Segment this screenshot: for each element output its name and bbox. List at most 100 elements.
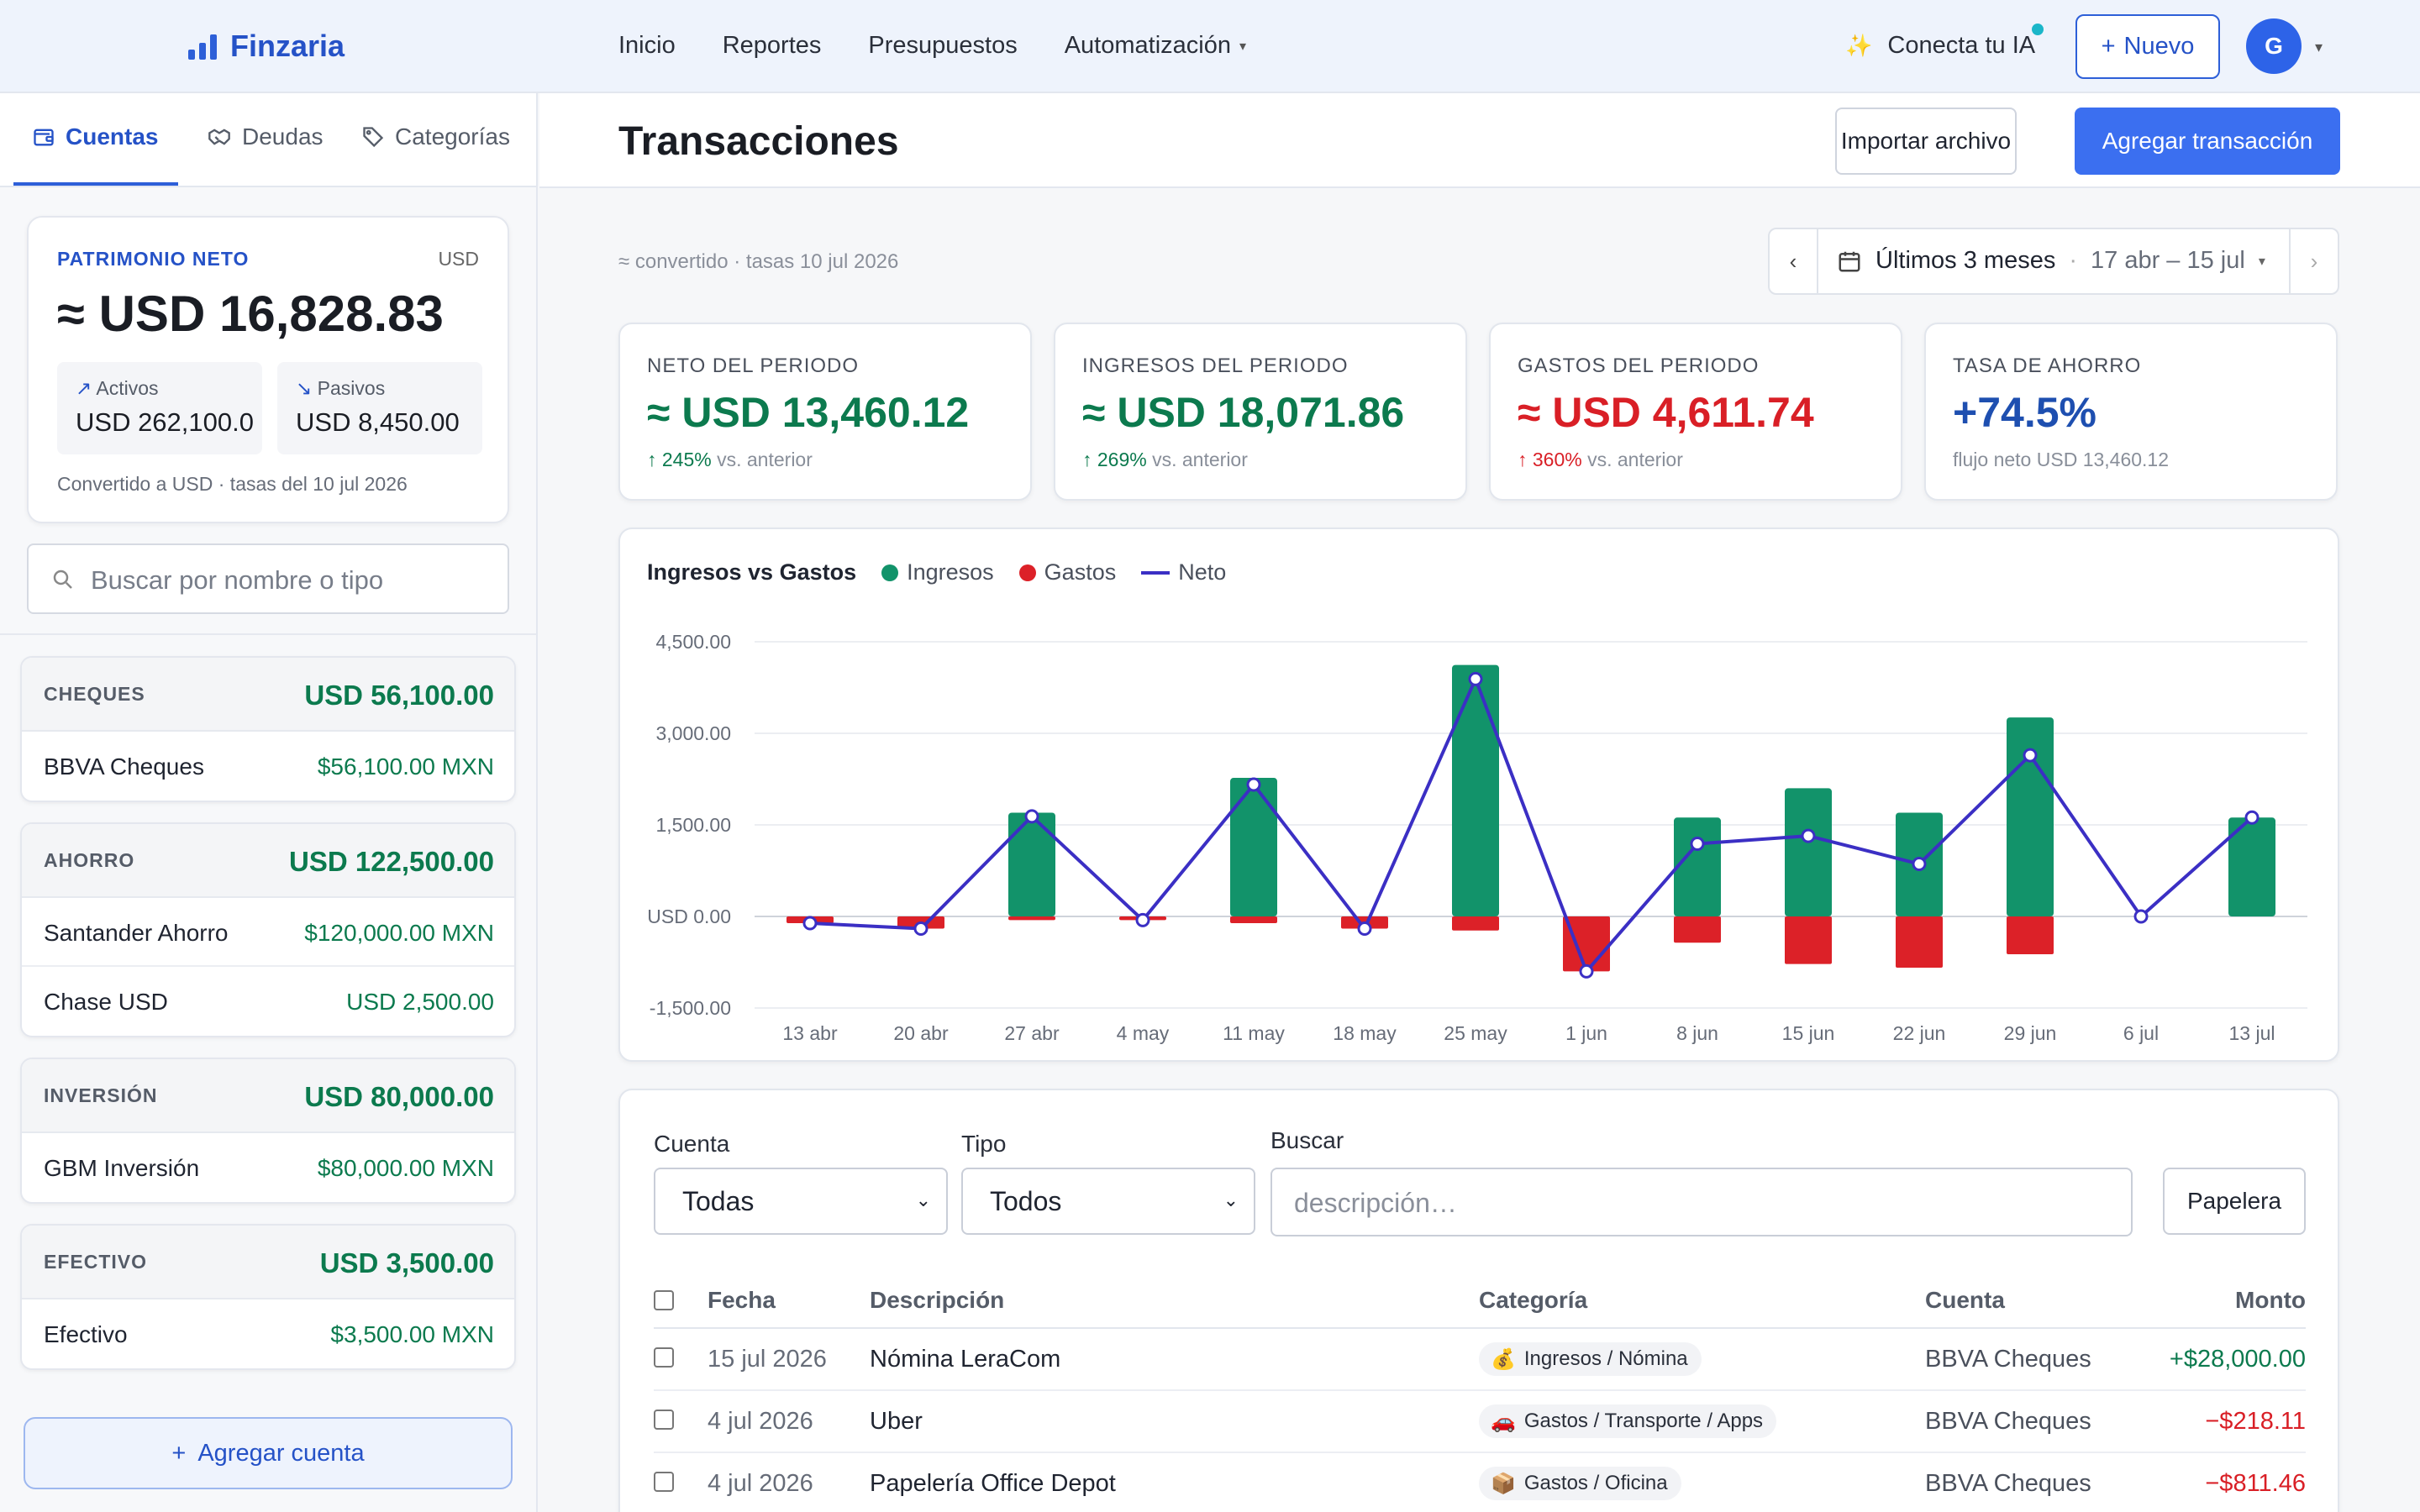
table-row[interactable]: 4 jul 2026 Uber 🚗 Gastos / Transporte / A… — [654, 1391, 2306, 1453]
tab-cuentas[interactable]: Cuentas — [32, 123, 158, 150]
assets-label-wrap: ↗ Activos — [76, 377, 159, 400]
col-fecha[interactable]: Fecha — [708, 1287, 776, 1313]
kpi-value: ≈ USD 4,611.74 — [1518, 389, 1814, 436]
nav-presupuestos[interactable]: Presupuestos — [868, 32, 1018, 59]
group-total: USD 122,500.00 — [288, 846, 494, 877]
kpi-card-ingresos: INGRESOS DEL PERIODO ≈ USD 18,071.86 ↑ 2… — [1054, 323, 1467, 501]
row-checkbox[interactable] — [654, 1347, 674, 1368]
brand[interactable]: Finzaria — [188, 29, 345, 64]
account-row[interactable]: Chase USD USD 2,500.00 — [22, 967, 514, 1036]
account-row[interactable]: Santander Ahorro $120,000.00 MXN — [22, 898, 514, 967]
table-header: Fecha Descripción Categoría Cuenta Monto — [654, 1275, 2306, 1329]
expense-bar — [2007, 916, 2054, 955]
account-name: Chase USD — [44, 989, 168, 1015]
row-description: Nómina LeraCom — [870, 1346, 1061, 1373]
net-point — [1357, 921, 1372, 937]
caret-down-icon: ▾ — [2258, 254, 2265, 269]
connect-ai-label: Conecta tu IA — [1887, 32, 2036, 59]
account-row[interactable]: BBVA Cheques $56,100.00 MXN — [22, 732, 514, 801]
filter-type-label: Tipo — [961, 1131, 1007, 1157]
expense-bar — [1785, 916, 1832, 964]
category-pill[interactable]: 📦 Gastos / Oficina — [1479, 1467, 1681, 1500]
nav-inicio[interactable]: Inicio — [618, 32, 676, 59]
kpi-delta-row: ↑ 245% vs. anterior — [647, 449, 813, 471]
nav-automatizacion[interactable]: Automatización ▾ — [1065, 32, 1246, 60]
account-search-input[interactable]: Buscar por nombre o tipo — [27, 543, 509, 614]
search-icon — [53, 570, 72, 589]
kpi-label: NETO DEL PERIODO — [647, 354, 860, 377]
nav-reportes[interactable]: Reportes — [722, 32, 822, 59]
add-account-button[interactable]: + Agregar cuenta — [24, 1417, 513, 1489]
chevron-left-icon[interactable]: ‹ — [1770, 229, 1818, 293]
add-transaction-button[interactable]: Agregar transacción — [2075, 108, 2340, 175]
handshake-icon — [208, 129, 230, 145]
row-account: BBVA Cheques — [1925, 1408, 2091, 1435]
table-row[interactable]: 15 jul 2026 Nómina LeraCom 💰 Ingresos / N… — [654, 1329, 2306, 1391]
y-tick-label: -1,500.00 — [650, 997, 731, 1019]
kpi-value: ≈ USD 18,071.86 — [1082, 389, 1405, 436]
group-header[interactable]: AHORRO USD 122,500.00 — [22, 824, 514, 898]
row-checkbox[interactable] — [654, 1410, 674, 1430]
select-all-checkbox[interactable] — [654, 1290, 674, 1310]
legend-ingresos[interactable]: Ingresos — [881, 559, 994, 585]
account-row[interactable]: GBM Inversión $80,000.00 MXN — [22, 1133, 514, 1202]
group-name: AHORRO — [44, 849, 135, 871]
kpi-delta-row: ↑ 269% vs. anterior — [1082, 449, 1248, 471]
avatar[interactable]: G — [2246, 18, 2302, 74]
import-file-button[interactable]: Importar archivo — [1835, 108, 2017, 175]
tab-deudas[interactable]: Deudas — [207, 123, 324, 150]
connect-ai-link[interactable]: ✨ Conecta tu IA — [1845, 24, 2044, 60]
new-button[interactable]: + Nuevo — [2075, 14, 2220, 79]
category-pill[interactable]: 🚗 Gastos / Transporte / Apps — [1479, 1404, 1777, 1438]
row-account: BBVA Cheques — [1925, 1470, 2091, 1497]
y-tick-label: USD 0.00 — [647, 906, 731, 927]
x-tick-label: 27 abr — [1004, 1022, 1060, 1044]
net-point — [1690, 837, 1705, 852]
sidebar: Cuentas Deudas Categorías PATRIMONIO NET… — [0, 93, 538, 1512]
legend-label: Gastos — [1044, 559, 1117, 585]
row-date: 4 jul 2026 — [708, 1408, 813, 1435]
x-tick-label: 4 may — [1117, 1022, 1170, 1044]
period-dropdown[interactable]: Últimos 3 meses · 17 abr – 15 jul ▾ — [1837, 247, 2265, 275]
col-descripcion[interactable]: Descripción — [870, 1287, 1005, 1313]
col-monto[interactable]: Monto — [2235, 1287, 2306, 1313]
caret-down-icon[interactable]: ▾ — [2315, 39, 2323, 55]
row-checkbox[interactable] — [654, 1472, 674, 1492]
x-tick-label: 13 jul — [2229, 1022, 2275, 1044]
legend-swatch — [1018, 564, 1036, 581]
legend-neto[interactable]: Neto — [1141, 559, 1226, 585]
account-row[interactable]: Efectivo $3,500.00 MXN — [22, 1299, 514, 1368]
group-header[interactable]: INVERSIÓN USD 80,000.00 — [22, 1059, 514, 1133]
group-header[interactable]: EFECTIVO USD 3,500.00 — [22, 1226, 514, 1299]
legend-gastos[interactable]: Gastos — [1018, 559, 1117, 585]
account-name: Santander Ahorro — [44, 920, 229, 946]
col-cuenta[interactable]: Cuenta — [1925, 1287, 2005, 1313]
kpi-delta-row: ↑ 360% vs. anterior — [1518, 449, 1683, 471]
tab-categorias[interactable]: Categorías — [361, 123, 510, 150]
description-search-input[interactable]: descripción… — [1270, 1168, 2133, 1236]
x-tick-label: 15 jun — [1782, 1022, 1835, 1044]
row-date: 4 jul 2026 — [708, 1470, 813, 1497]
trash-button[interactable]: Papelera — [2163, 1168, 2306, 1235]
group-name: CHEQUES — [44, 683, 145, 705]
account-balance: USD 2,500.00 — [346, 989, 494, 1015]
account-balance: $3,500.00 MXN — [330, 1321, 494, 1347]
category-label: Gastos / Oficina — [1523, 1472, 1668, 1494]
group-header[interactable]: CHEQUES USD 56,100.00 — [22, 658, 514, 732]
net-point — [802, 916, 818, 931]
type-select[interactable]: Todos ⌄ — [961, 1168, 1255, 1235]
category-pill[interactable]: 💰 Ingresos / Nómina — [1479, 1342, 1702, 1376]
arrow-up-right-icon: ↗ — [76, 377, 92, 399]
x-tick-label: 1 jun — [1565, 1022, 1607, 1044]
income-bar — [1008, 812, 1055, 916]
chevron-right-icon[interactable]: › — [2289, 229, 2338, 293]
col-categoria[interactable]: Categoría — [1479, 1287, 1588, 1313]
description-search-placeholder: descripción… — [1294, 1188, 1457, 1218]
net-point — [2023, 748, 2038, 763]
table-row[interactable]: 4 jul 2026 Papelería Office Depot 📦 Gasto… — [654, 1453, 2306, 1512]
account-select[interactable]: Todas ⌄ — [654, 1168, 948, 1235]
x-tick-label: 20 abr — [893, 1022, 949, 1044]
group-total: USD 80,000.00 — [304, 1081, 494, 1112]
kpi-delta: ↑ 360% — [1518, 449, 1582, 470]
net-point — [1135, 912, 1150, 927]
